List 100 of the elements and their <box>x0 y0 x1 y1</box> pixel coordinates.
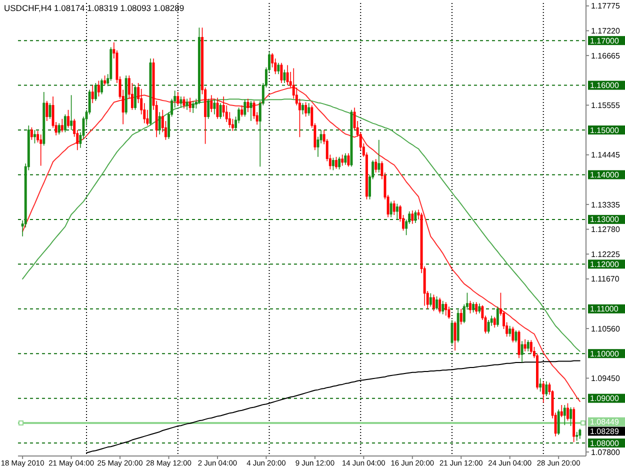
y-tick-label: 1.17775 <box>591 2 620 11</box>
candlestick <box>246 98 250 113</box>
candlestick <box>219 102 222 120</box>
ref-line-label: 1.09000 <box>590 394 620 404</box>
y-tick-label: 1.07800 <box>591 448 620 457</box>
candlestick <box>244 99 246 117</box>
ref-line-label: 1.17000 <box>590 36 620 46</box>
candlestick <box>472 302 475 313</box>
candlestick <box>60 118 64 133</box>
candlestick <box>560 404 563 418</box>
candlestick <box>100 78 103 95</box>
candlestick <box>180 96 182 108</box>
candlestick <box>512 326 514 343</box>
candlestick <box>520 340 524 363</box>
candlestick <box>374 158 378 173</box>
y-tick-label: 1.15555 <box>591 100 620 110</box>
candlestick <box>46 100 48 122</box>
candlestick <box>192 100 194 114</box>
candlestick <box>444 302 448 316</box>
ref-line-label: 1.16000 <box>590 81 620 90</box>
candlestick <box>335 156 338 170</box>
candlestick <box>280 62 283 84</box>
candlestick <box>411 210 414 224</box>
candlestick <box>210 94 213 113</box>
candlestick <box>250 100 252 122</box>
candlestick <box>67 109 70 128</box>
candlestick <box>542 380 545 404</box>
candlestick <box>478 303 481 314</box>
line-series <box>22 86 580 402</box>
ref-line-label: 1.12000 <box>590 260 620 269</box>
candlestick <box>578 428 582 440</box>
candlestick <box>572 406 576 443</box>
candlestick <box>524 338 526 352</box>
candlestick <box>442 300 444 315</box>
candlestick <box>283 69 286 84</box>
candlestick <box>124 75 128 115</box>
candlestick <box>58 122 60 135</box>
candlestick <box>30 126 33 140</box>
candlestick <box>545 380 548 396</box>
y-tick-label: 1.13335 <box>591 200 620 210</box>
candlestick <box>487 320 490 334</box>
candlestick <box>188 97 192 113</box>
candlestick <box>344 152 347 166</box>
ref-line-label: 1.14000 <box>590 170 620 180</box>
candlestick <box>392 200 396 216</box>
y-tick-label: 1.16665 <box>591 51 620 60</box>
candlestick <box>134 84 136 110</box>
y-tick-label: 1.12780 <box>591 225 620 234</box>
ref-line-label: 1.11000 <box>590 304 619 314</box>
candlestick <box>436 296 438 310</box>
candlestick <box>347 152 350 168</box>
candlestick <box>530 340 532 354</box>
candlestick <box>496 306 499 328</box>
candlestick <box>34 130 36 144</box>
ref-line-label: 1.08000 <box>590 438 620 448</box>
candlestick <box>432 294 435 312</box>
text: 1.08289 <box>590 427 620 436</box>
candlestick <box>526 340 530 352</box>
ref-line-label: 1.15000 <box>590 126 620 135</box>
candlestick <box>176 92 180 106</box>
candlestick <box>557 409 560 436</box>
candlestick <box>308 102 310 116</box>
candlestick <box>240 105 244 117</box>
candlestick <box>216 97 219 120</box>
candlestick <box>158 112 161 135</box>
line-series <box>22 98 580 352</box>
candlestick <box>475 302 478 315</box>
candlestick <box>414 210 417 224</box>
candlestick <box>304 102 308 117</box>
candlestick <box>508 325 512 337</box>
candlestick <box>539 378 542 392</box>
candlestick <box>97 80 100 97</box>
candlestick <box>454 320 456 351</box>
candlestick <box>42 92 46 146</box>
candlestick <box>338 156 341 170</box>
candlestick <box>514 330 518 343</box>
candlestick <box>563 404 566 426</box>
chart-title: USDCHF,H4 1.08174 1.08319 1.08093 1.08289 <box>4 3 184 13</box>
ref-line-label: 1.13000 <box>590 215 620 224</box>
candlestick <box>48 102 52 120</box>
y-tick-label: 1.11670 <box>591 274 620 284</box>
y-tick-label: 1.10560 <box>591 324 620 334</box>
candlestick <box>456 309 460 343</box>
candlestick <box>460 308 462 325</box>
candlestick <box>448 306 450 320</box>
candlestick <box>378 139 380 173</box>
ref-line-label: 1.08449 <box>590 418 620 427</box>
candlestick <box>438 297 442 314</box>
candlestick <box>566 402 569 422</box>
y-tick-label: 1.14445 <box>591 150 620 160</box>
candlestick <box>341 154 344 166</box>
candlestick <box>186 98 188 110</box>
candlestick <box>302 102 304 115</box>
candlestick <box>94 82 97 102</box>
candlestick <box>469 300 472 314</box>
candlestick <box>332 157 334 171</box>
candlestick <box>40 134 42 166</box>
candlestick <box>396 203 398 220</box>
candlestick <box>207 98 210 120</box>
y-tick-label: 1.12225 <box>591 250 620 259</box>
